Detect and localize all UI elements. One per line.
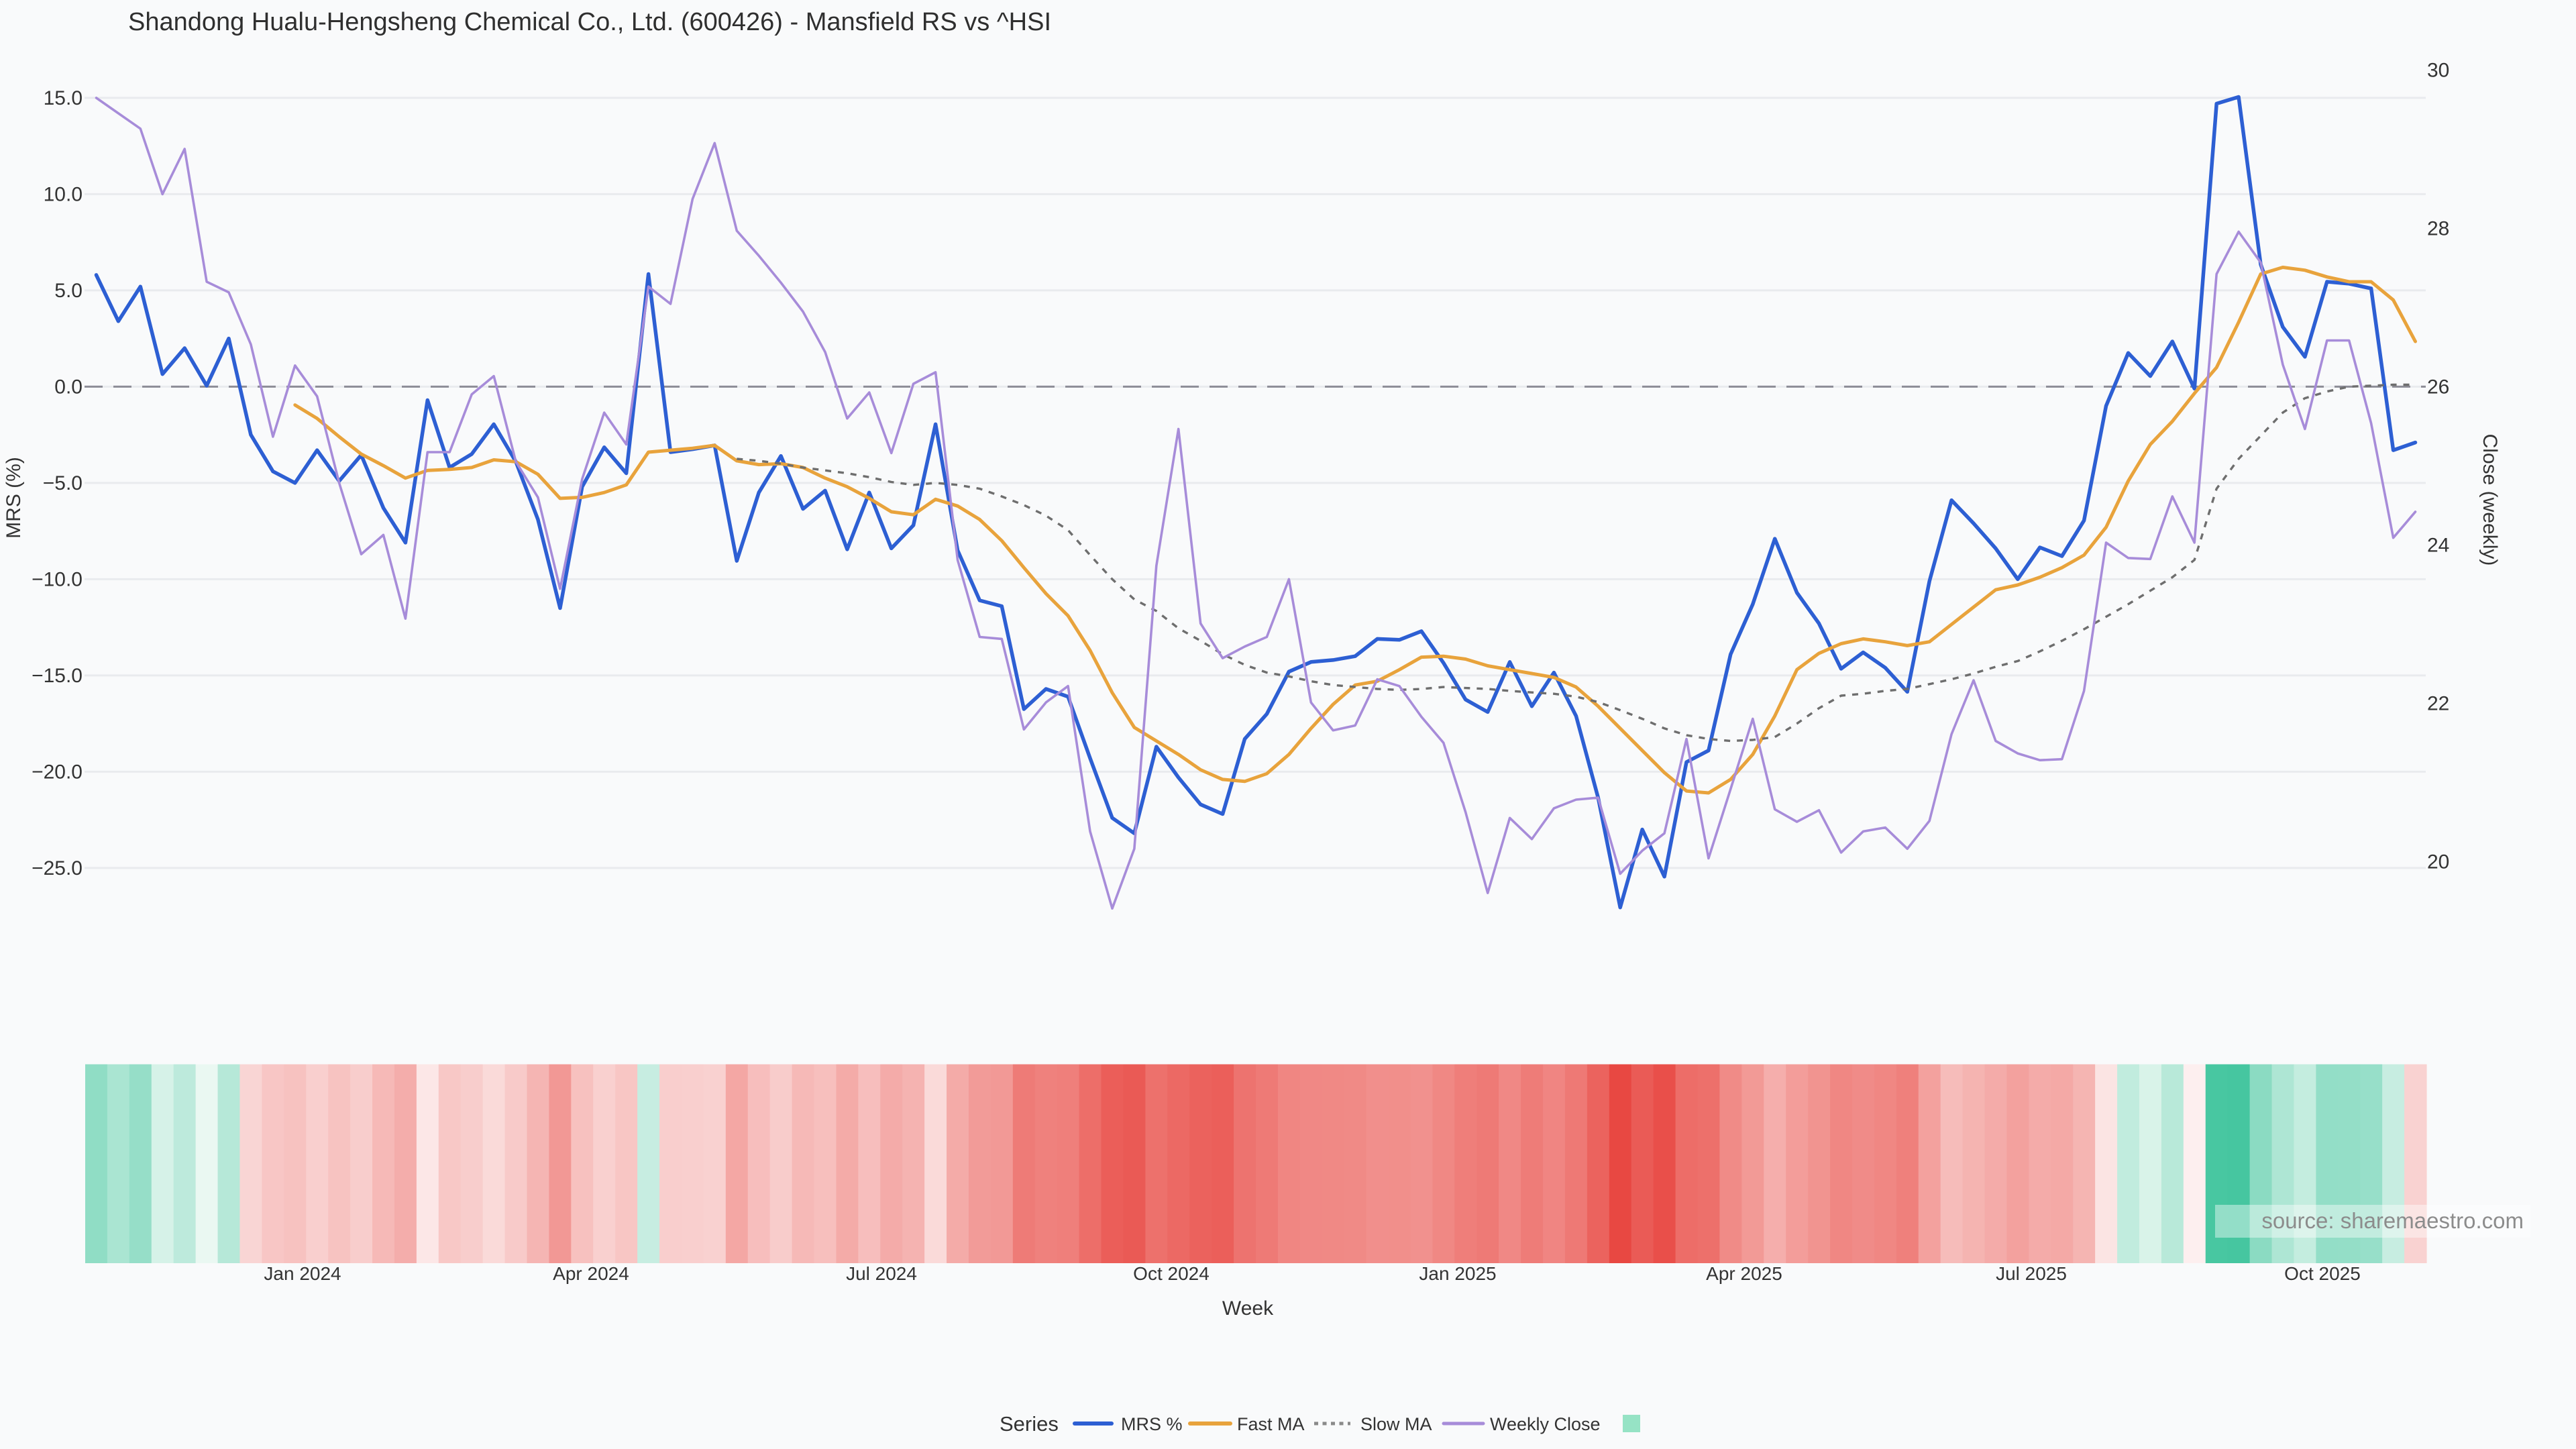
svg-text:MRS %: MRS % [1121,1414,1183,1434]
svg-text:Close (weekly): Close (weekly) [2479,434,2501,566]
svg-text:Oct 2024: Oct 2024 [1133,1263,1210,1284]
svg-text:26: 26 [2427,376,2449,398]
svg-text:source: sharemaestro.com: source: sharemaestro.com [2261,1208,2524,1233]
svg-text:Jul 2024: Jul 2024 [846,1263,917,1284]
svg-text:Jul 2025: Jul 2025 [1996,1263,2067,1284]
svg-text:Jan 2024: Jan 2024 [264,1263,341,1284]
svg-text:Series: Series [1000,1412,1059,1436]
svg-text:20: 20 [2427,851,2449,873]
svg-text:Jan 2025: Jan 2025 [1419,1263,1496,1284]
svg-text:Slow MA: Slow MA [1360,1414,1432,1434]
svg-text:22: 22 [2427,692,2449,714]
svg-text:5.0: 5.0 [54,280,83,302]
svg-text:30: 30 [2427,59,2449,81]
svg-text:24: 24 [2427,534,2449,556]
svg-text:−10.0: −10.0 [32,568,83,590]
svg-text:Oct 2025: Oct 2025 [2284,1263,2361,1284]
svg-text:−25.0: −25.0 [32,857,83,879]
svg-text:Weekly Close: Weekly Close [1490,1414,1601,1434]
svg-text:Week: Week [1222,1297,1274,1320]
svg-text:Shandong Hualu-Hengsheng Chemi: Shandong Hualu-Hengsheng Chemical Co., L… [128,8,1051,36]
svg-text:28: 28 [2427,217,2449,239]
svg-text:15.0: 15.0 [44,87,83,109]
svg-text:10.0: 10.0 [44,183,83,205]
svg-text:Apr 2024: Apr 2024 [553,1263,629,1284]
svg-text:0.0: 0.0 [54,376,83,398]
svg-text:MRS (%): MRS (%) [3,457,25,539]
svg-text:Fast MA: Fast MA [1237,1414,1305,1434]
svg-text:−5.0: −5.0 [43,472,83,494]
svg-text:Apr 2025: Apr 2025 [1706,1263,1782,1284]
svg-text:−15.0: −15.0 [32,665,83,687]
svg-text:−20.0: −20.0 [32,761,83,783]
